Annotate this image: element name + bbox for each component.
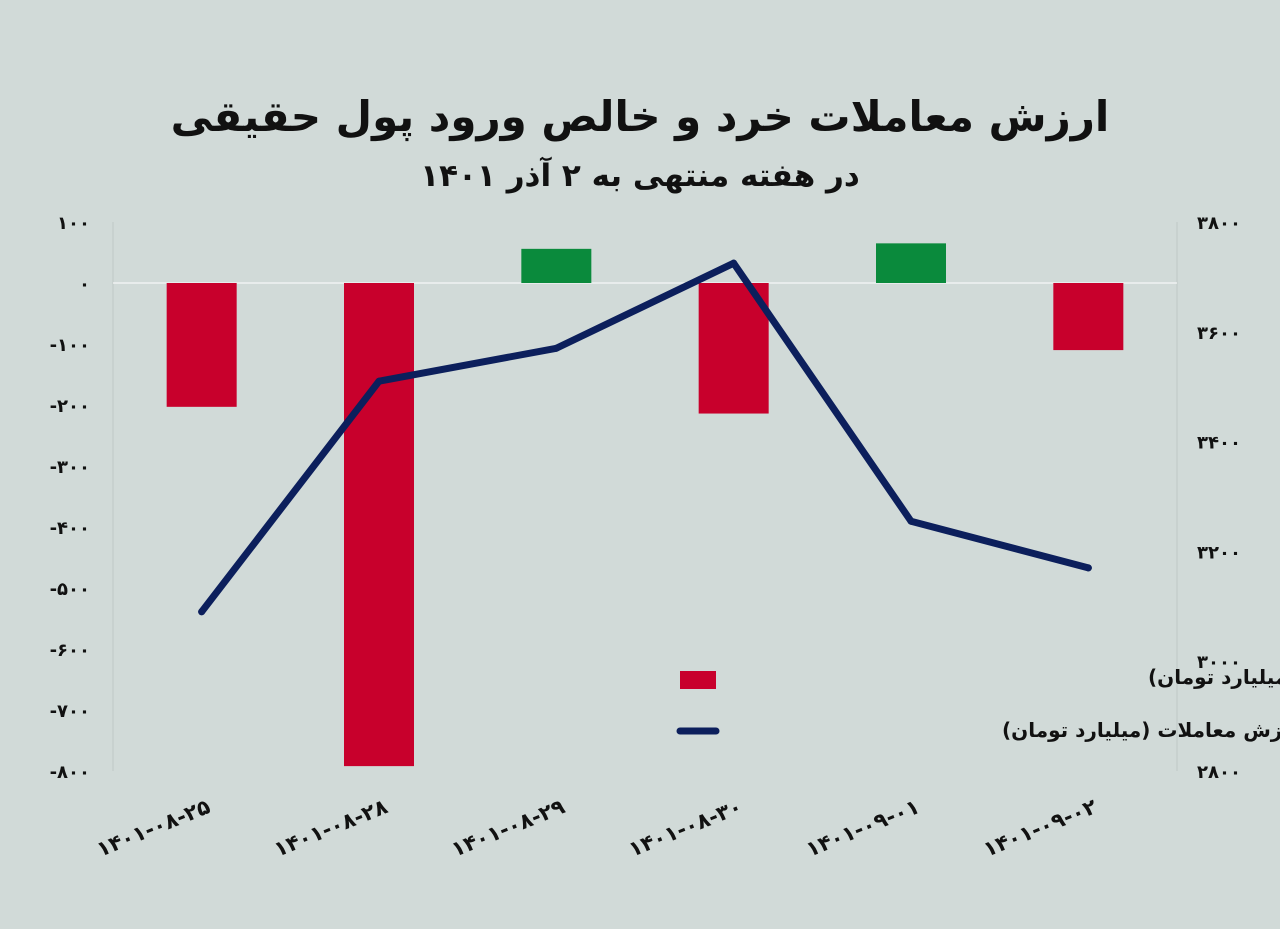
right-tick-label: ۳۲۰۰ [1197,542,1241,563]
bar [1053,283,1124,351]
bar [344,283,414,767]
bar [521,248,592,283]
left-tick-label: -۷۰۰ [50,701,90,722]
left-tick-label: ۱۰۰ [57,213,90,234]
line-point [198,608,206,616]
x-tick-label: ۱۴۰۱-۰۸-۲۵ [93,794,213,861]
bar [698,283,769,414]
line-point [907,517,915,525]
left-tick-label: -۴۰۰ [50,518,90,539]
bar [876,243,946,283]
left-tick-label: ۰ [79,274,90,295]
line-point [552,344,560,352]
legend-label-bars: خالص ورود و خروج پول حقیقی (میلیارد توما… [1148,665,1280,690]
x-tick-label: ۱۴۰۱-۰۸-۲۹ [448,794,568,861]
x-tick-label: ۱۴۰۱-۰۸-۲۸ [271,794,391,861]
bar [166,283,237,407]
right-tick-label: ۳۴۰۰ [1197,433,1241,454]
right-tick-label: ۲۸۰۰ [1197,762,1241,783]
left-tick-label: -۱۰۰ [50,335,90,356]
x-tick-label: ۱۴۰۱-۰۹-۰۲ [980,794,1100,861]
right-tick-label: ۳۸۰۰ [1197,213,1241,234]
left-tick-label: -۶۰۰ [50,640,90,661]
chart-title: ارزش معاملات خرد و خالص ورود پول حقیقی [170,92,1110,141]
x-tick-label: ۱۴۰۱-۰۸-۳۰ [625,794,745,861]
x-tick-label: ۱۴۰۱-۰۹-۰۱ [803,794,923,861]
left-tick-label: -۸۰۰ [50,762,90,783]
line-point [730,259,738,267]
chart-subtitle: در هفته منتهی به ۲ آذر ۱۴۰۱ [420,158,860,194]
legend-swatch-bars [680,671,716,689]
line-series [198,259,1092,616]
line-point [1084,564,1092,572]
legend-label-line: ارزش معاملات (میلیارد تومان) [1002,718,1280,742]
left-tick-label: -۳۰۰ [50,457,90,478]
right-tick-label: ۳۰۰۰ [1197,652,1241,673]
right-tick-label: ۳۶۰۰ [1197,323,1241,344]
line-point [375,377,383,385]
left-tick-label: -۵۰۰ [50,579,90,600]
left-tick-label: -۲۰۰ [50,396,90,417]
